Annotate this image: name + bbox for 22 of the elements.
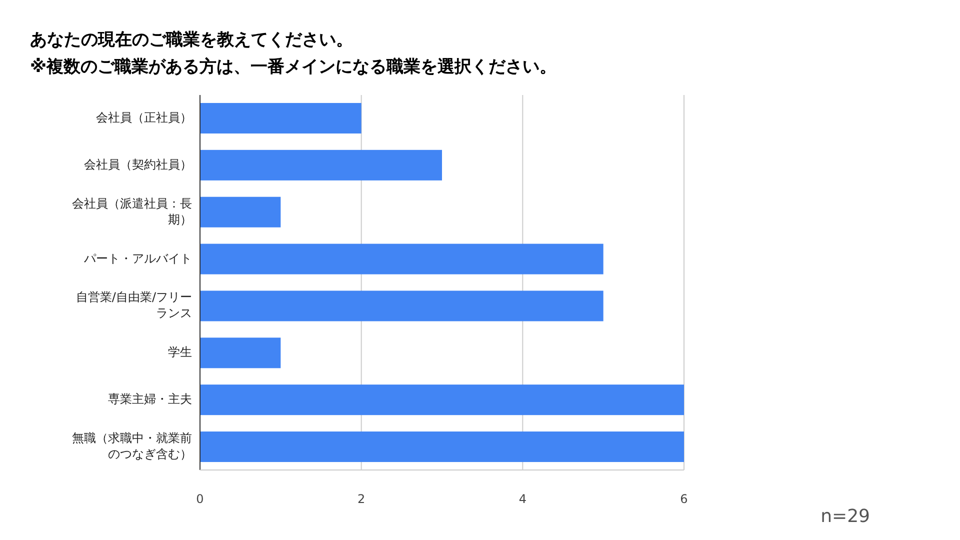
y-tick-label: 会社員（派遣社員：長期）: [72, 196, 192, 226]
bar: [200, 102, 362, 134]
y-tick-label: 学生: [168, 345, 192, 360]
bar: [200, 432, 684, 462]
bar: [200, 384, 684, 416]
y-tick-label: パート・アルバイト: [83, 251, 192, 266]
y-tick-label: 無職（求職中・就業前のつなぎ含む）: [72, 431, 192, 462]
y-tick-label: 会社員（正社員）: [96, 110, 192, 125]
text: n=29: [820, 506, 870, 527]
chart-title: あなたの現在のご職業を教えてください。 ※複数のご職業がある方は、一番メインになる職業を選択ください。: [30, 30, 557, 77]
bar: [200, 244, 604, 274]
x-tick-label: 2: [358, 492, 366, 506]
y-tick-label: 自営業/自由業/フリーランス: [76, 290, 192, 320]
bar: [200, 150, 442, 180]
y-tick-label: 専業主婦・主夫: [108, 392, 192, 406]
bar: [200, 338, 281, 368]
bar: [200, 196, 281, 228]
x-tick-label: 6: [680, 492, 688, 506]
x-tick-label: 4: [518, 492, 526, 506]
y-tick-label: 会社員（契約社員）: [84, 157, 192, 172]
bar: [200, 290, 604, 322]
x-tick-label: 0: [196, 492, 204, 506]
